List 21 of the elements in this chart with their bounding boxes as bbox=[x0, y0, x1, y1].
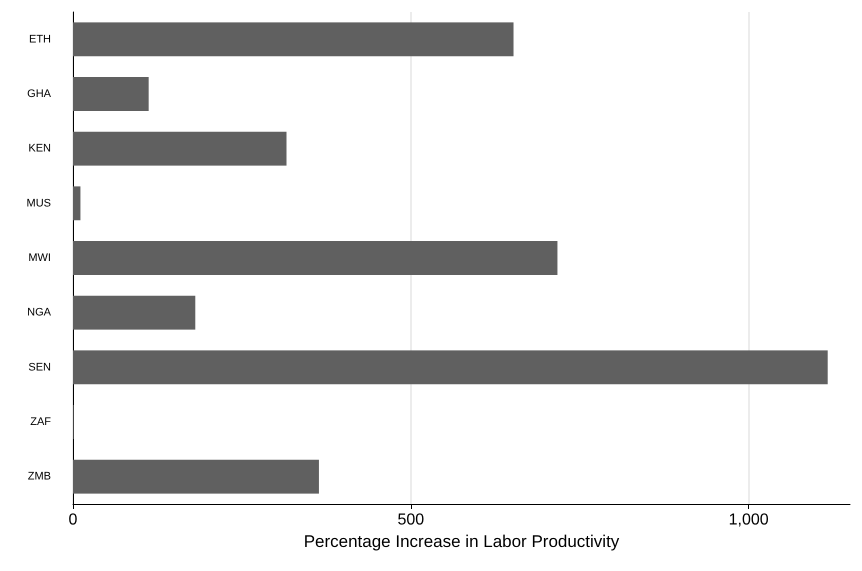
bar bbox=[73, 77, 149, 111]
y-tick-label: NGA bbox=[27, 306, 52, 319]
x-axis-title: Percentage Increase in Labor Productivity bbox=[304, 532, 620, 551]
x-tick-label: 0 bbox=[68, 512, 78, 528]
bar bbox=[73, 186, 80, 220]
bar bbox=[73, 22, 514, 56]
y-tick-label: SEN bbox=[28, 361, 52, 374]
y-tick-label: MWI bbox=[28, 252, 51, 264]
bar bbox=[73, 296, 196, 330]
y-tick-label: KEN bbox=[28, 142, 52, 155]
bar bbox=[73, 350, 828, 384]
y-tick-label: ETH bbox=[29, 33, 52, 46]
y-tick-label: MUS bbox=[26, 197, 51, 210]
bar bbox=[73, 241, 558, 275]
bar bbox=[73, 460, 319, 494]
x-tick-label: 500 bbox=[397, 512, 424, 528]
y-tick-label: ZAF bbox=[30, 416, 52, 428]
y-tick-label: ZMB bbox=[28, 470, 51, 483]
y-tick-label: GHA bbox=[27, 88, 52, 100]
x-tick-label: 1,000 bbox=[728, 512, 769, 528]
bar bbox=[73, 132, 287, 166]
